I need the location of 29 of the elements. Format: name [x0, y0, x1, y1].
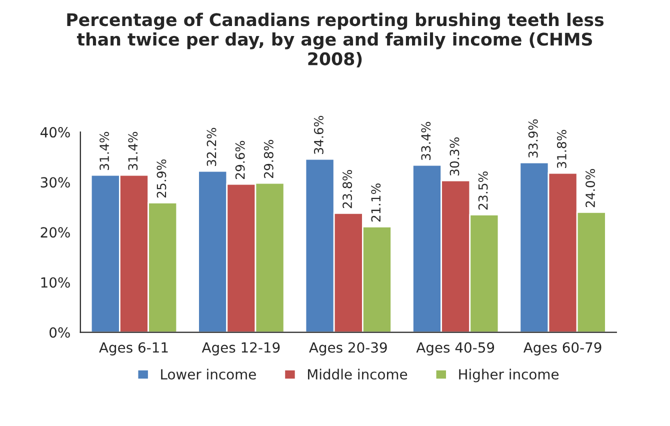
data-label: 34.6% [314, 116, 324, 154]
legend-label: Middle income [308, 368, 408, 380]
y-tick-label: 0% [50, 327, 70, 338]
data-label: 24.0% [586, 168, 596, 208]
x-tick-label: Ages 12-19 [202, 342, 280, 356]
data-label: 33.9% [528, 119, 538, 158]
x-tick-label: Ages 6-11 [99, 342, 168, 356]
chart-title: Percentage of Canadians reporting brushing teeth less than twice per day, by age and family income (CHMS 2008) [67, 12, 604, 68]
x-tick-label: Ages 40-59 [416, 342, 494, 356]
data-label: 31.4% [128, 132, 138, 170]
data-label: 33.4% [421, 122, 431, 160]
data-label: 23.8% [342, 170, 352, 208]
y-tick-label: 20% [40, 227, 70, 238]
x-tick-label: Ages 20-39 [309, 342, 387, 356]
data-label: 29.8% [264, 140, 274, 178]
y-tick-label: 30% [40, 177, 70, 188]
data-label: 32.2% [206, 128, 216, 166]
legend-label: Higher income [459, 368, 559, 382]
y-tick-label: 10% [41, 277, 70, 288]
data-label: 29.6% [235, 140, 245, 180]
data-label: 31.4% [100, 132, 110, 170]
data-label: 31.8% [556, 130, 566, 168]
legend-label: Lower income [161, 368, 256, 380]
data-label: 30.3% [450, 137, 460, 176]
data-label: 21.1% [371, 183, 381, 222]
data-label: 25.9% [156, 159, 166, 198]
x-tick-label: Ages 60-79 [523, 342, 602, 356]
y-tick-label: 40% [40, 127, 70, 138]
data-label: 23.5% [478, 171, 488, 210]
